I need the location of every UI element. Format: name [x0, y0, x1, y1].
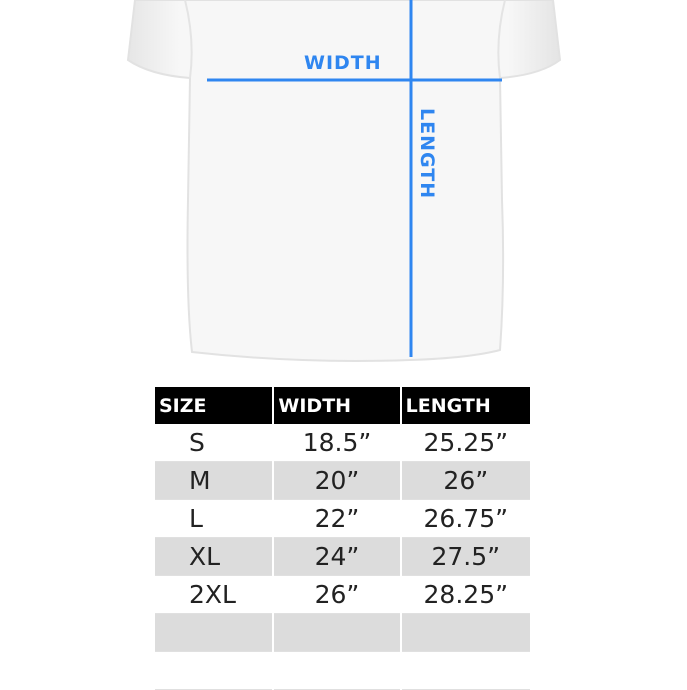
table-row: 2XL 26” 28.25” — [155, 576, 530, 614]
header-size: SIZE — [155, 387, 273, 424]
size-cell: 2XL — [155, 576, 273, 614]
header-length: LENGTH — [401, 387, 530, 424]
size-chart-table: SIZE WIDTH LENGTH S 18.5” 25.25” M 20” 26” L 22… — [153, 387, 532, 690]
table-row — [155, 614, 530, 652]
table-row: M 20” 26” — [155, 462, 530, 500]
size-cell: S — [155, 424, 273, 462]
width-cell: 18.5” — [274, 424, 400, 462]
size-cell: XL — [155, 538, 273, 576]
table-row: XL 24” 27.5” — [155, 538, 530, 576]
length-label: LENGTH — [416, 108, 438, 200]
shirt-body — [126, 0, 562, 362]
length-cell: 28.25” — [401, 576, 530, 614]
length-cell: 26.75” — [401, 500, 530, 538]
length-cell — [401, 652, 530, 690]
width-cell — [274, 614, 400, 652]
size-cell — [155, 652, 273, 690]
table-row: S 18.5” 25.25” — [155, 424, 530, 462]
length-cell: 26” — [401, 462, 530, 500]
size-cell: M — [155, 462, 273, 500]
header-width: WIDTH — [274, 387, 400, 424]
table-header-row: SIZE WIDTH LENGTH — [155, 387, 530, 424]
tshirt-illustration — [126, 0, 562, 362]
width-cell — [274, 652, 400, 690]
width-label: WIDTH — [304, 52, 382, 74]
table-row: L 22” 26.75” — [155, 500, 530, 538]
width-cell: 26” — [274, 576, 400, 614]
width-cell: 20” — [274, 462, 400, 500]
table-row — [155, 652, 530, 690]
length-cell: 25.25” — [401, 424, 530, 462]
size-cell — [155, 614, 273, 652]
length-cell: 27.5” — [401, 538, 530, 576]
width-cell: 24” — [274, 538, 400, 576]
length-cell — [401, 614, 530, 652]
width-cell: 22” — [274, 500, 400, 538]
size-cell: L — [155, 500, 273, 538]
